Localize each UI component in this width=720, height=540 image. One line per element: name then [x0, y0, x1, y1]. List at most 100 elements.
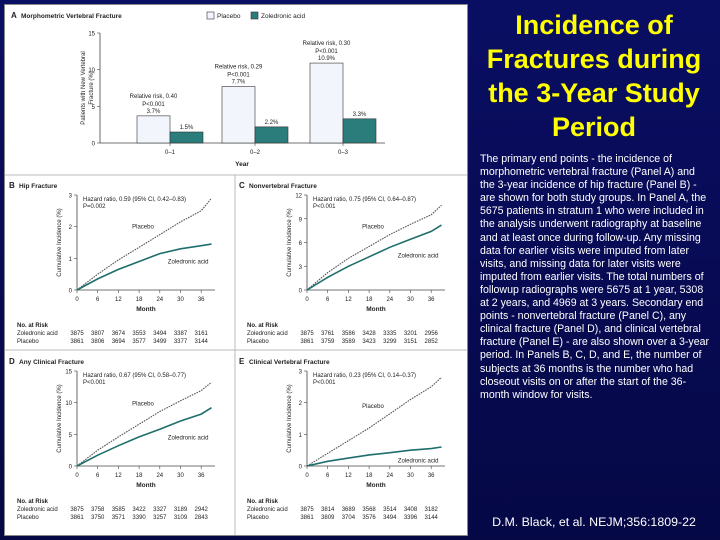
curve-label-zoledronic: Zoledronic acid	[168, 435, 209, 441]
bar-placebo	[309, 62, 344, 144]
y-axis-label: Cumulative Incidence (%)	[57, 208, 63, 276]
risk-table-cell: 3494	[153, 331, 167, 337]
risk-table-cell: 3182	[425, 507, 439, 513]
risk-table-title: No. at Risk	[247, 499, 279, 505]
x-tick-label: 0–2	[250, 150, 261, 156]
risk-table-cell: 3144	[195, 339, 209, 345]
risk-table-cell: 3694	[112, 339, 126, 345]
risk-table-cell: 3161	[195, 331, 209, 337]
risk-table-cell: 3408	[404, 507, 418, 513]
risk-table-cell: 3761	[321, 331, 335, 337]
panel-title: Morphometric Vertebral Fracture	[21, 13, 122, 20]
x-tick-label: 6	[326, 473, 330, 479]
y-tick-label: 0	[69, 465, 73, 471]
curve-label-placebo: Placebo	[362, 225, 384, 231]
panel-label: D	[9, 357, 15, 366]
risk-table-cell: 3423	[362, 339, 376, 345]
panel-title: Clinical Vertebral Fracture	[249, 359, 330, 366]
risk-table-cell: 3875	[70, 331, 84, 337]
y-tick-label: 0	[299, 289, 303, 295]
x-tick-label: 18	[366, 297, 373, 303]
x-tick-label: 24	[386, 297, 393, 303]
x-tick-label: 30	[177, 297, 184, 303]
citation: D.M. Black, et al. NEJM;356:1809-22	[492, 515, 696, 529]
placebo-curve	[306, 376, 442, 467]
bar-value-label: 7.7%	[232, 80, 246, 86]
risk-table-cell: 3201	[404, 331, 418, 337]
risk-table-cell: 3814	[321, 507, 335, 513]
x-tick-label: 12	[115, 473, 122, 479]
y-tick-label: 0	[299, 465, 303, 471]
risk-table-cell: 3553	[132, 331, 146, 337]
risk-table-cell: 3589	[342, 339, 356, 345]
x-tick-label: 12	[345, 297, 352, 303]
risk-table-row-label: Placebo	[247, 515, 269, 521]
risk-table-row-label: Placebo	[17, 515, 39, 521]
x-tick-label: 30	[407, 473, 414, 479]
curve-label-zoledronic: Zoledronic acid	[168, 260, 209, 266]
p-value-label: P<0.001	[227, 73, 250, 79]
risk-table-cell: 3568	[362, 507, 376, 513]
y-axis-label: Cumulative Incidence (%)	[287, 384, 293, 452]
y-tick-label: 10	[88, 68, 95, 74]
risk-table-cell: 3875	[70, 507, 84, 513]
risk-table-row-label: Zoledronic acid	[17, 331, 58, 337]
figure-panel: A Morphometric Vertebral Fracture Placebo Z…	[4, 4, 468, 536]
risk-table-cell: 3387	[174, 331, 188, 337]
relative-risk-label: Relative risk, 0.30	[303, 41, 351, 47]
p-value-label: P=0.002	[83, 204, 106, 210]
risk-table-cell: 3299	[383, 339, 397, 345]
bar-placebo	[136, 115, 171, 144]
y-tick-label: 5	[69, 433, 73, 439]
risk-table-cell: 2942	[195, 507, 209, 513]
risk-table-cell: 3144	[425, 515, 439, 521]
x-axis-label: Month	[366, 482, 386, 489]
x-tick-label: 0	[305, 473, 309, 479]
y-axis-label: Cumulative Incidence (%)	[287, 208, 293, 276]
x-tick-label: 30	[177, 473, 184, 479]
p-value-label: P<0.001	[142, 102, 165, 108]
zoledronic-curve	[306, 446, 442, 467]
risk-table-cell: 3189	[174, 507, 188, 513]
hazard-ratio-label: Hazard ratio, 0.67 (95% CI, 0.58–0.77)	[83, 373, 186, 379]
panel-title: Hip Fracture	[19, 183, 58, 190]
risk-table-row-label: Zoledronic acid	[247, 507, 288, 513]
x-tick-label: 18	[136, 297, 143, 303]
risk-table-row-label: Zoledronic acid	[247, 331, 288, 337]
bar-zoledronic	[169, 131, 204, 144]
x-tick-label: 30	[407, 297, 414, 303]
risk-table-cell: 2852	[425, 339, 439, 345]
relative-risk-label: Relative risk, 0.29	[215, 65, 263, 71]
y-tick-label: 10	[65, 401, 72, 407]
risk-table-cell: 3422	[132, 507, 146, 513]
x-tick-label: 6	[96, 297, 100, 303]
risk-table-cell: 3576	[362, 515, 376, 521]
risk-table-cell: 3807	[91, 331, 105, 337]
x-tick-label: 36	[198, 297, 205, 303]
risk-table-title: No. at Risk	[247, 323, 279, 329]
x-tick-label: 24	[156, 297, 163, 303]
x-tick-label: 24	[386, 473, 393, 479]
bar-zoledronic	[254, 126, 289, 144]
x-tick-label: 18	[366, 473, 373, 479]
x-tick-label: 36	[428, 297, 435, 303]
risk-table-cell: 3109	[174, 515, 188, 521]
figure-svg: A Morphometric Vertebral Fracture Placebo Z…	[5, 11, 467, 535]
y-axis-label: Patients with New Vertebral	[81, 51, 87, 124]
x-tick-label: 0–3	[338, 150, 349, 156]
risk-table-cell: 3396	[404, 515, 418, 521]
curve-label-placebo: Placebo	[362, 404, 384, 410]
risk-table-row-label: Placebo	[17, 339, 39, 345]
x-axis-label: Month	[366, 306, 386, 313]
risk-table-cell: 3586	[342, 331, 356, 337]
p-value-label: P<0.001	[83, 380, 106, 386]
x-tick-label: 18	[136, 473, 143, 479]
risk-table-title: No. at Risk	[17, 499, 49, 505]
risk-table-cell: 3861	[300, 339, 314, 345]
y-tick-label: 2	[69, 225, 73, 231]
curve-label-zoledronic: Zoledronic acid	[398, 459, 439, 465]
y-tick-label: 12	[295, 194, 302, 200]
y-tick-label: 0	[69, 289, 73, 295]
placebo-curve	[76, 197, 212, 291]
legend-label-zoledronic: Zoledronic acid	[261, 13, 305, 20]
